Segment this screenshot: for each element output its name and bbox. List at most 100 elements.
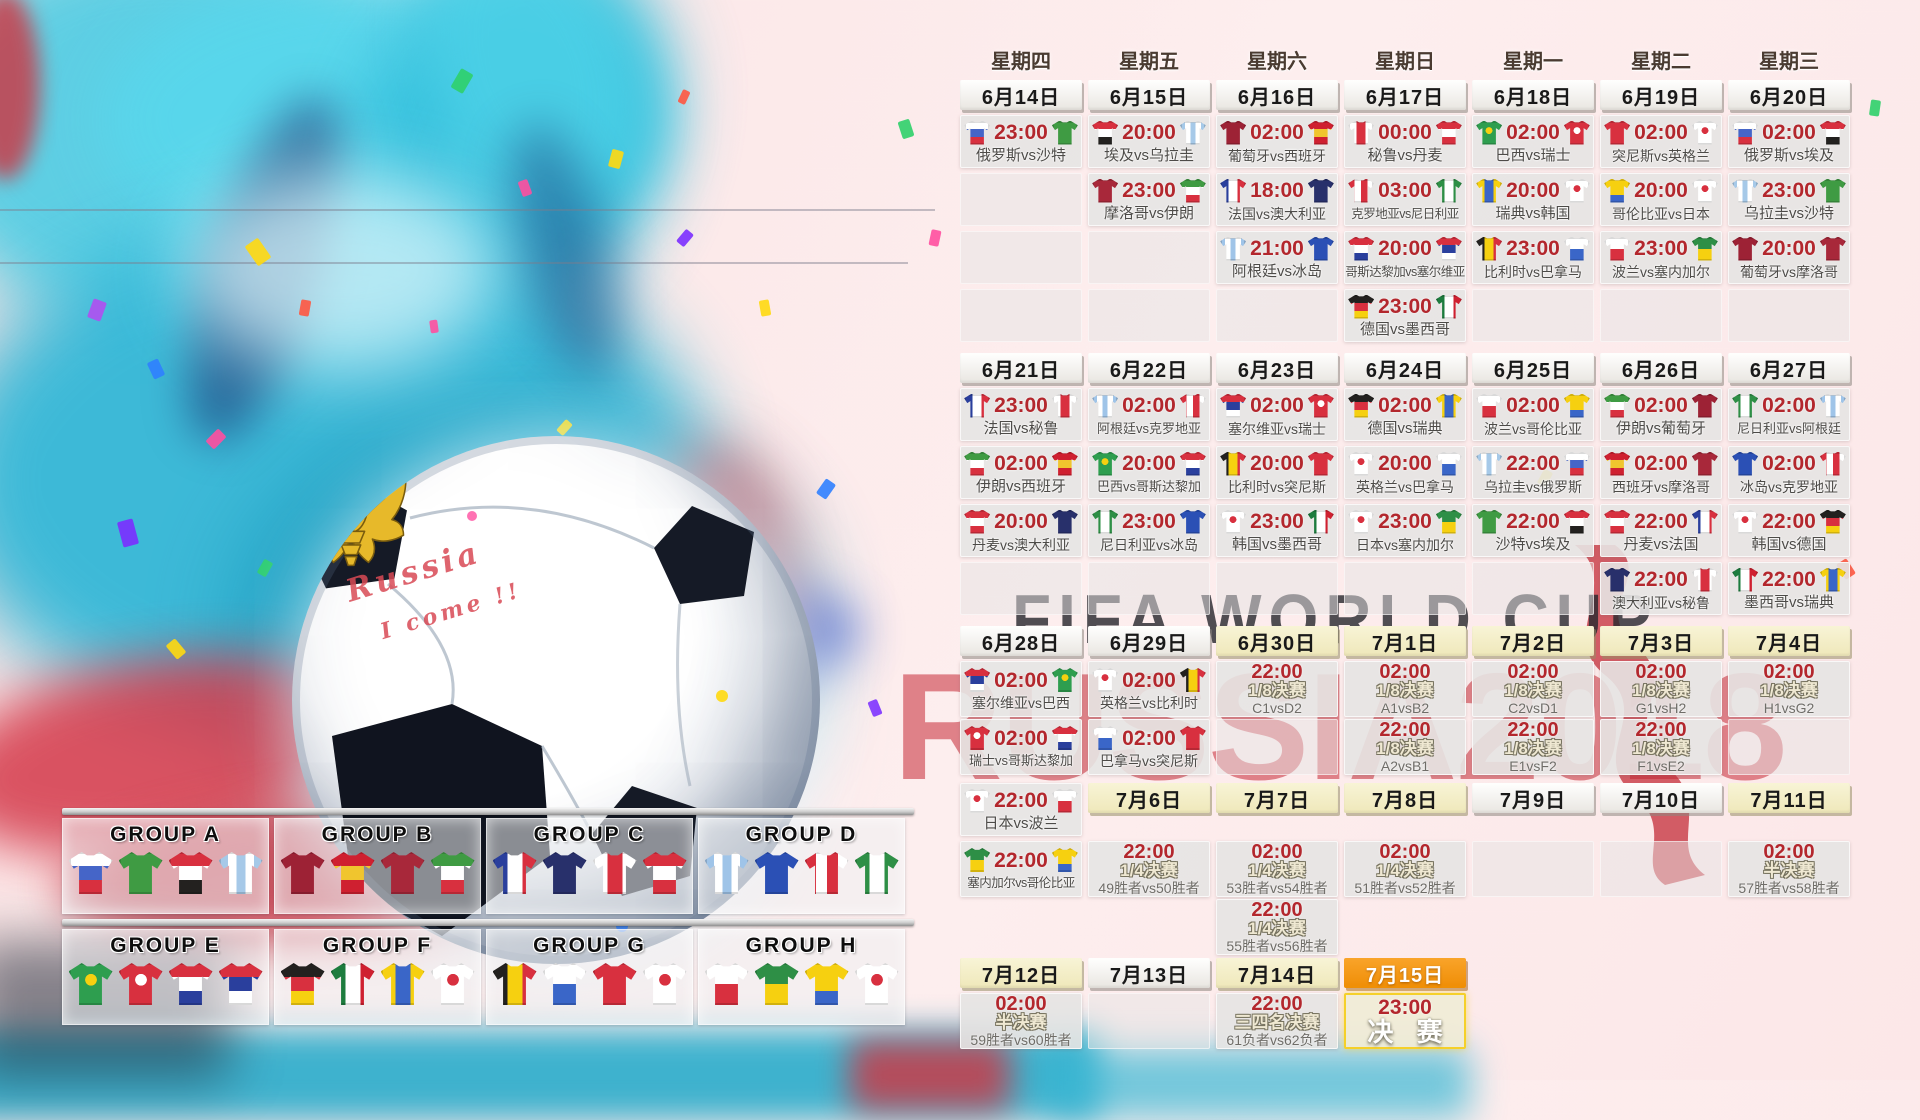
match-cell: 02:00 伊朗vs西班牙 <box>960 446 1082 499</box>
match-cell: 02:00 阿根廷vs克罗地亚 <box>1088 388 1210 441</box>
away-jersey-icon <box>1435 178 1462 203</box>
group-title: GROUP B <box>321 823 434 846</box>
date-box: 7月10日 <box>1600 783 1722 813</box>
match-time: 22:00 <box>1379 719 1431 741</box>
group-box-d: GROUP D <box>698 818 905 914</box>
team-jersey-icon <box>330 852 375 894</box>
home-jersey-icon <box>1732 567 1759 592</box>
match-time: 23:00 <box>1634 237 1688 260</box>
stage-label: 半决赛 <box>1763 861 1815 880</box>
match-line: 03:00 <box>1348 177 1462 205</box>
match-time: 20:00 <box>1378 237 1432 260</box>
away-jersey-icon <box>1307 393 1334 418</box>
group-title: GROUP F <box>322 934 433 957</box>
match-teams: 葡萄牙vs西班牙 <box>1228 147 1326 164</box>
home-jersey-icon <box>1348 236 1375 261</box>
date-box: 6月29日 <box>1088 626 1210 656</box>
match-cell: 22:00 沙特vs埃及 <box>1472 504 1594 557</box>
match-cell: 20:00 哥伦比亚vs日本 <box>1600 173 1722 226</box>
match-teams: 埃及vs乌拉圭 <box>1103 146 1194 164</box>
match-time: 22:00 <box>1251 993 1303 1015</box>
group-title: GROUP H <box>745 934 858 957</box>
home-jersey-icon <box>964 393 991 418</box>
pairing-label: 51胜者vs52胜者 <box>1354 880 1456 896</box>
match-time: 02:00 <box>1250 394 1304 417</box>
calendar-row: 22:00 澳大利亚vs秘鲁 22:00 墨西哥vs瑞典 <box>960 562 1852 615</box>
match-teams: 塞尔维亚vs瑞士 <box>1228 420 1326 437</box>
match-line: 02:00 <box>1732 450 1846 478</box>
match-teams: 巴西vs瑞士 <box>1495 146 1571 164</box>
match-teams: 英格兰vs比利时 <box>1100 695 1198 711</box>
match-teams: 塞尔维亚vs巴西 <box>972 695 1070 711</box>
away-jersey-icon <box>1691 236 1718 261</box>
match-teams: 西班牙vs摩洛哥 <box>1612 478 1710 495</box>
match-line: 02:00 <box>1732 119 1846 147</box>
match-time: 22:00 <box>1251 899 1303 921</box>
away-jersey-icon <box>1307 178 1334 203</box>
away-jersey-icon <box>1819 509 1846 534</box>
home-jersey-icon <box>1348 178 1375 203</box>
group-shelf-bar <box>62 919 914 926</box>
match-cell: 02:00 德国vs瑞典 <box>1344 388 1466 441</box>
match-line: 22:00 <box>1604 508 1718 536</box>
match-line: 02:00 <box>1732 392 1846 420</box>
match-cell: 02:00 突尼斯vs英格兰 <box>1600 115 1722 168</box>
match-line: 02:00 <box>1604 392 1718 420</box>
match-time: 02:00 <box>1634 121 1688 144</box>
team-jersey-icon <box>704 963 749 1005</box>
home-jersey-icon <box>1220 509 1247 534</box>
match-line: 20:00 <box>1092 119 1206 147</box>
match-time: 02:00 <box>1506 121 1560 144</box>
team-jersey-icon <box>218 852 263 894</box>
match-time: 02:00 <box>1763 841 1815 863</box>
pairing-label: 49胜者vs50胜者 <box>1098 880 1200 896</box>
match-teams: 丹麦vs法国 <box>1623 535 1699 553</box>
final-cell: 23:00 决 赛 <box>1344 993 1466 1049</box>
date-box: 7月15日 <box>1344 958 1466 988</box>
match-cell: 20:00 英格兰vs巴拿马 <box>1344 446 1466 499</box>
weekday-label: 星期一 <box>1503 51 1563 73</box>
home-jersey-icon <box>1604 451 1631 476</box>
away-jersey-icon <box>1051 848 1078 872</box>
confetti <box>867 698 883 718</box>
match-time: 02:00 <box>1635 661 1687 683</box>
team-jersey-icon <box>542 963 587 1005</box>
home-jersey-icon <box>1220 451 1247 476</box>
match-time: 02:00 <box>1762 452 1816 475</box>
match-teams: 日本vs塞内加尔 <box>1356 536 1454 553</box>
away-jersey-icon <box>1691 451 1718 476</box>
team-jersey-icon <box>118 963 163 1005</box>
match-time: 22:00 <box>1123 841 1175 863</box>
home-jersey-icon <box>1732 393 1759 418</box>
date-box: 7月3日 <box>1600 626 1722 656</box>
match-cell: 23:00 摩洛哥vs伊朗 <box>1088 173 1210 226</box>
home-jersey-icon <box>1348 509 1375 534</box>
team-jersey-icon <box>754 852 799 894</box>
match-time: 02:00 <box>1379 661 1431 683</box>
match-cell: 02:00 冰岛vs克罗地亚 <box>1728 446 1850 499</box>
match-time: 23:00 <box>1762 179 1816 202</box>
match-time: 23:00 <box>1378 295 1432 318</box>
match-time: 02:00 <box>1634 452 1688 475</box>
match-teams: 哥斯达黎加vs塞尔维亚 <box>1345 264 1465 279</box>
stage-label: 1/8决赛 <box>1504 739 1562 758</box>
match-cell: 02:00 瑞士vs哥斯达黎加 <box>960 719 1082 775</box>
date-box: 7月13日 <box>1088 958 1210 988</box>
empty-cell <box>1088 289 1210 342</box>
match-line: 23:00 <box>1476 235 1590 263</box>
stage-label: 1/8决赛 <box>1504 681 1562 700</box>
date-box: 6月25日 <box>1472 353 1594 383</box>
home-jersey-icon <box>1604 393 1631 418</box>
group-box-c: GROUP C <box>486 818 693 914</box>
match-line: 02:00 <box>1604 119 1718 147</box>
home-jersey-icon <box>1092 393 1119 418</box>
empty-cell <box>1344 562 1466 615</box>
home-jersey-icon <box>1476 451 1503 476</box>
weekday-label: 星期五 <box>1119 51 1179 73</box>
confetti <box>429 319 439 334</box>
match-teams: 英格兰vs巴拿马 <box>1356 478 1454 495</box>
group-box-b: GROUP B <box>274 818 481 914</box>
knockout-cell: 02:00 1/4决赛 51胜者vs52胜者 <box>1344 841 1466 897</box>
match-teams: 丹麦vs澳大利亚 <box>972 536 1070 553</box>
match-line: 22:00 <box>1604 566 1718 594</box>
